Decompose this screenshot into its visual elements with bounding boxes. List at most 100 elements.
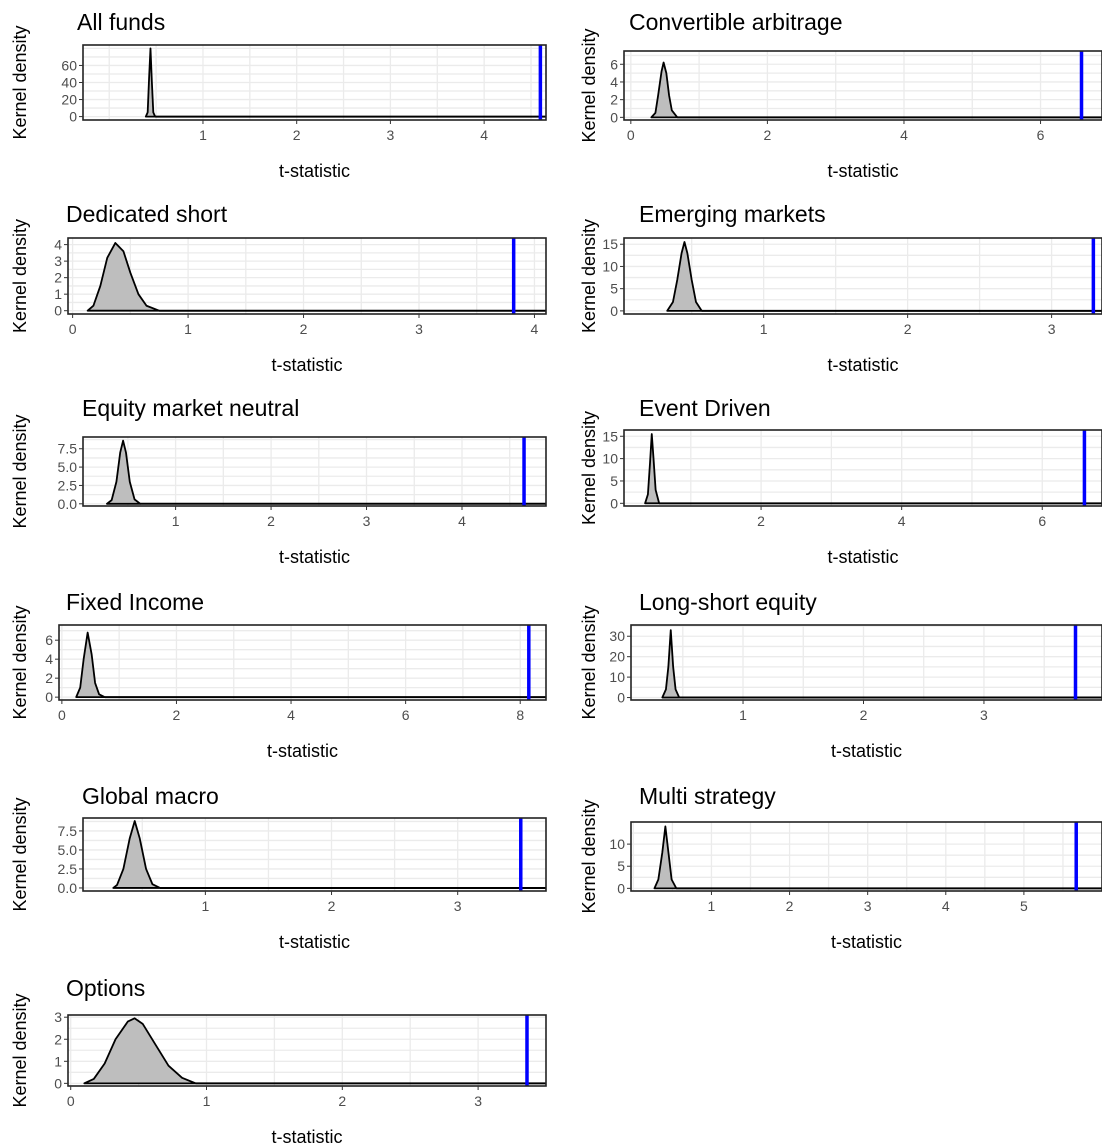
y-tick-label: 5 — [610, 281, 618, 297]
panel-title: Emerging markets — [639, 201, 826, 227]
panel-background — [631, 822, 1102, 891]
x-tick-label: 4 — [898, 513, 906, 529]
y-tick-label: 0.0 — [58, 496, 78, 512]
y-tick-label: 0 — [45, 689, 53, 705]
panel-title: Dedicated short — [66, 201, 228, 227]
x-tick-label: 3 — [980, 707, 988, 723]
y-tick-label: 20 — [61, 92, 77, 108]
y-tick-label: 0 — [610, 495, 618, 511]
panel-background — [624, 430, 1102, 506]
y-tick-label: 15 — [602, 236, 618, 252]
panel-border — [623, 237, 1102, 315]
density-area — [644, 433, 661, 505]
y-tick-label: 2.5 — [58, 861, 78, 877]
panel-border — [82, 436, 547, 507]
panel-6: 0 2 4 6 8 0 2 4 6 Fixed Income t-statistic Kernel d… — [10, 589, 547, 761]
panel-background — [624, 51, 1102, 120]
x-axis-label: t-statistic — [827, 547, 898, 567]
y-tick-label: 0 — [54, 303, 62, 319]
x-tick-label: 0 — [58, 707, 66, 723]
x-tick-label: 2 — [786, 898, 794, 914]
x-tick-label: 1 — [201, 898, 209, 914]
x-tick-label: 8 — [516, 707, 524, 723]
x-tick-label: 3 — [363, 513, 371, 529]
x-tick-label: 2 — [293, 127, 301, 143]
panel-border — [630, 821, 1102, 892]
x-axis-label: t-statistic — [267, 741, 338, 761]
y-axis-label: Kernel density — [10, 219, 30, 333]
x-tick-label: 1 — [172, 513, 180, 529]
x-tick-label: 0 — [69, 321, 77, 337]
x-axis-label: t-statistic — [279, 161, 350, 181]
x-axis-label: t-statistic — [831, 932, 902, 952]
x-tick-label: 4 — [900, 127, 908, 143]
x-axis-label: t-statistic — [279, 547, 350, 567]
density-area — [661, 629, 681, 699]
y-tick-label: 4 — [54, 237, 62, 253]
density-area — [75, 631, 106, 699]
x-tick-label: 1 — [184, 321, 192, 337]
y-tick-label: 7.5 — [58, 441, 78, 457]
x-tick-label: 0 — [627, 127, 635, 143]
y-tick-label: 2 — [45, 670, 53, 686]
y-axis-label: Kernel density — [10, 605, 30, 719]
x-tick-label: 1 — [203, 1093, 211, 1109]
y-tick-label: 6 — [610, 56, 618, 72]
panel-5: 2 4 6 0 5 10 15 Event Driven t-statistic Kernel d… — [579, 395, 1102, 567]
y-tick-label: 0 — [69, 109, 77, 125]
panel-title: Event Driven — [639, 395, 771, 421]
y-tick-label: 2.5 — [58, 477, 78, 493]
x-tick-label: 2 — [904, 321, 912, 337]
x-axis-label: t-statistic — [827, 161, 898, 181]
panel-title: Long-short equity — [639, 589, 817, 615]
x-tick-label: 4 — [942, 898, 950, 914]
y-tick-label: 0.0 — [58, 880, 78, 896]
panel-title: Equity market neutral — [82, 395, 299, 421]
y-tick-label: 0 — [610, 109, 618, 125]
x-tick-label: 2 — [267, 513, 275, 529]
x-tick-label: 2 — [757, 513, 765, 529]
y-tick-label: 3 — [54, 253, 62, 269]
x-tick-label: 2 — [860, 707, 868, 723]
y-tick-label: 0 — [617, 880, 625, 896]
y-tick-label: 2 — [54, 1031, 62, 1047]
x-tick-label: 2 — [764, 127, 772, 143]
y-tick-label: 60 — [61, 57, 77, 73]
panel-background — [83, 437, 546, 506]
panel-4: 1 2 3 4 0.0 2.5 5.0 7.5 Equity market neutral t-s… — [10, 395, 547, 567]
y-axis-label: Kernel density — [10, 797, 30, 911]
y-axis-label: Kernel density — [10, 993, 30, 1107]
panel-background — [59, 625, 546, 700]
y-tick-label: 3 — [54, 1009, 62, 1025]
density-area — [83, 1017, 197, 1085]
x-tick-label: 2 — [328, 898, 336, 914]
x-axis-label: t-statistic — [271, 355, 342, 375]
y-tick-label: 10 — [609, 669, 625, 685]
x-tick-label: 4 — [287, 707, 295, 723]
y-tick-label: 4 — [45, 651, 53, 667]
panel-title: Multi strategy — [639, 783, 776, 809]
y-tick-label: 6 — [45, 632, 53, 648]
y-tick-label: 1 — [54, 1053, 62, 1069]
y-tick-label: 7.5 — [58, 823, 78, 839]
y-tick-label: 2 — [610, 92, 618, 108]
x-tick-label: 0 — [67, 1093, 75, 1109]
x-tick-label: 2 — [173, 707, 181, 723]
y-axis-label: Kernel density — [579, 605, 599, 719]
density-area — [144, 47, 157, 118]
density-area — [666, 241, 703, 312]
y-tick-label: 1 — [54, 286, 62, 302]
x-axis-label: t-statistic — [279, 932, 350, 952]
y-tick-label: 10 — [609, 836, 625, 852]
panel-border — [623, 429, 1102, 507]
x-axis-label: t-statistic — [271, 1127, 342, 1147]
y-axis-label: Kernel density — [579, 28, 599, 142]
y-tick-label: 10 — [602, 451, 618, 467]
x-tick-label: 3 — [454, 898, 462, 914]
y-tick-label: 30 — [609, 628, 625, 644]
panel-border — [623, 50, 1102, 121]
